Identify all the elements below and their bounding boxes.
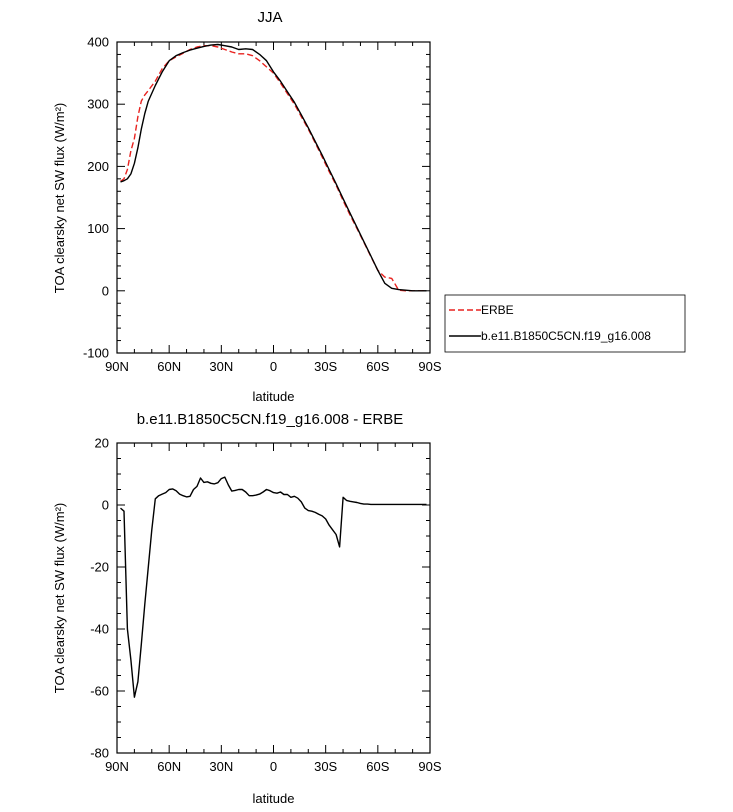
top-y-tick-label: 400 [87,35,109,50]
bottom-axis-ticks: 90N 60N 30N 0 30S 60S 90S 20 0 -20 -40 -60 -80 [90,436,442,775]
top-axis-ticks: 90N 60N 30N 0 30S 60S 90S 400 300 200 100 0 -100 [83,35,442,375]
bottom-y-tick-label: -20 [90,560,109,575]
top-series-group [120,43,427,292]
bottom-panel: b.e11.B1850C5CN.f19_g16.008 - ERBE 90N 60… [52,411,442,806]
top-x-tick-label: 90S [418,359,441,374]
top-y-axis-label: TOA clearsky net SW flux (W/m²) [52,103,67,293]
top-x-axis-label: latitude [253,389,295,404]
top-y-tick-label: 300 [87,97,109,112]
top-x-tick-label: 0 [270,359,277,374]
bottom-chart-title: b.e11.B1850C5CN.f19_g16.008 - ERBE [137,411,404,428]
top-series-model-line [120,43,427,292]
legend-label-erbe: ERBE [481,303,514,317]
top-series-erbe-line [120,45,427,292]
bottom-x-tick-label: 0 [270,759,277,774]
bottom-x-tick-label: 30N [209,759,233,774]
bottom-x-tick-label: 90S [418,759,441,774]
top-x-tick-label: 90N [105,359,129,374]
bottom-x-tick-label: 30S [314,759,337,774]
top-x-tick-label: 60N [157,359,181,374]
top-x-tick-label: 60S [366,359,389,374]
bottom-y-tick-label: -80 [90,746,109,761]
top-y-tick-label: 100 [87,221,109,236]
bottom-x-tick-label: 60N [157,759,181,774]
top-plot-frame [116,41,431,354]
bottom-x-axis-label: latitude [253,791,295,806]
bottom-y-tick-label: 20 [95,436,109,451]
bottom-series-group [120,476,427,698]
legend: ERBE b.e11.B1850C5CN.f19_g16.008 [444,294,686,353]
bottom-y-tick-label: -60 [90,684,109,699]
top-x-tick-label: 30S [314,359,337,374]
top-x-tick-label: 30N [209,359,233,374]
bottom-difference-line [120,476,427,698]
legend-box [444,294,686,353]
top-y-tick-label: 200 [87,159,109,174]
bottom-y-tick-label: -40 [90,622,109,637]
legend-label-model: b.e11.B1850C5CN.f19_g16.008 [481,329,651,343]
bottom-x-tick-label: 60S [366,759,389,774]
top-chart-title: JJA [257,9,282,26]
top-y-tick-label: -100 [83,346,109,361]
bottom-x-tick-label: 90N [105,759,129,774]
bottom-y-tick-label: 0 [102,498,109,513]
top-y-tick-label: 0 [102,283,109,298]
bottom-plot-frame [116,442,431,754]
top-panel: JJA 90N 60N 30N 0 30S 60S 90S 400 300 200 100 0 -100… [52,9,442,404]
bottom-y-axis-label: TOA clearsky net SW flux (W/m²) [52,503,67,693]
